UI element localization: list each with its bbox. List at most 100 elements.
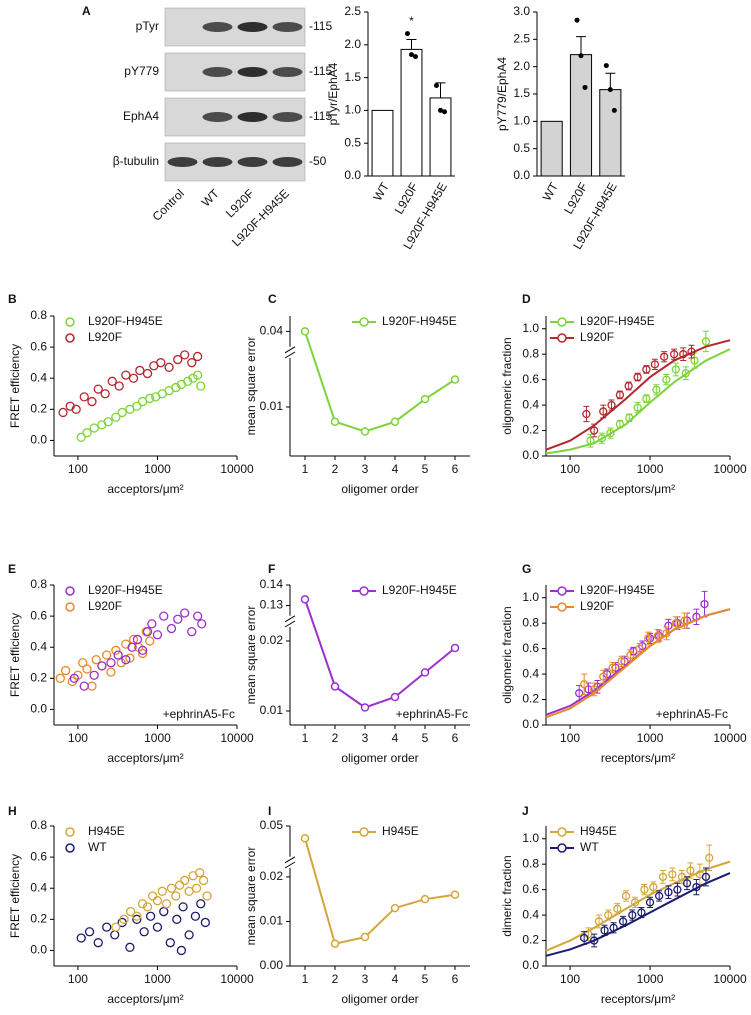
data-point: [174, 880, 185, 890]
data-point: [626, 650, 635, 660]
y-tick-label: 0.6: [522, 641, 539, 655]
blot-band: [202, 112, 233, 122]
x-tick-label: 1000: [144, 972, 171, 986]
x-axis-label: acceptors/μm²: [107, 751, 183, 765]
data-point: [687, 347, 696, 356]
y-tick-label: 0.13: [260, 598, 284, 612]
data-point: [190, 911, 201, 921]
blot-band: [237, 112, 268, 122]
error-bar: [654, 629, 661, 643]
data-point: [653, 631, 662, 641]
legend-label: WT: [580, 840, 599, 854]
data-point: [125, 942, 135, 952]
data-point: [145, 393, 155, 404]
data-point: [580, 933, 589, 943]
error-bar: [702, 867, 709, 887]
panel-label: G: [522, 562, 531, 576]
y-tick-label: 0.4: [522, 907, 539, 921]
y-tick-label: 1.0: [344, 103, 361, 117]
data-point: [188, 373, 198, 383]
y-tick-label: 0.01: [260, 399, 284, 413]
x-axis-label: oligomer order: [341, 751, 418, 765]
y-axis-label: FRET efficiency: [8, 344, 22, 428]
blot-band: [167, 157, 198, 167]
x-tick-label: 4: [392, 731, 399, 745]
data-point: [611, 107, 617, 113]
data-point: [635, 644, 644, 653]
data-point: [625, 413, 634, 422]
data-point: [642, 365, 651, 374]
data-point: [87, 396, 97, 407]
data-point: [618, 917, 628, 926]
data-point: [645, 898, 655, 907]
x-tick-label: WT: [540, 180, 562, 204]
data-point: [106, 658, 116, 668]
data-point: [580, 680, 589, 689]
blot-row-label: pTyr: [136, 19, 159, 33]
data-point: [633, 403, 642, 412]
x-tick-label: 6: [452, 972, 459, 986]
y-axis-label: mean square error: [244, 337, 258, 436]
y-tick-label: 0.4: [30, 880, 47, 894]
x-tick-label: 1000: [637, 972, 664, 986]
blot-band: [272, 22, 303, 32]
x-tick-label: 1: [302, 462, 309, 476]
data-point: [575, 689, 584, 698]
data-point: [87, 681, 97, 691]
error-bar: [587, 433, 594, 448]
data-point: [300, 327, 310, 336]
y-tick-label: 0.0: [522, 717, 539, 731]
panel-label: D: [522, 292, 531, 306]
x-tick-label: L920F: [561, 180, 590, 216]
legend-marker: [65, 333, 75, 343]
error-bar: [687, 862, 694, 879]
data-point: [132, 911, 142, 921]
data-point: [172, 914, 182, 924]
data-point: [330, 417, 340, 426]
data-point: [409, 52, 414, 58]
data-point: [178, 902, 188, 912]
data-point: [640, 885, 649, 894]
data-point: [609, 923, 618, 932]
y-tick-label: 0.2: [522, 933, 539, 947]
data-point: [132, 914, 142, 924]
y-tick-label: 0.2: [522, 423, 539, 437]
data-point: [196, 899, 206, 909]
data-point: [669, 350, 679, 359]
data-point: [690, 356, 699, 365]
data-point: [198, 875, 209, 886]
data-point: [132, 401, 142, 411]
data-point: [649, 882, 658, 892]
error-bar: [591, 933, 598, 948]
axis-break: [284, 351, 296, 359]
data-point: [692, 882, 701, 892]
data-point: [89, 670, 99, 680]
y-tick-label: 0.2: [522, 692, 539, 706]
data-point: [606, 428, 615, 438]
data-point: [664, 621, 673, 630]
x-tick-label: L920F: [392, 180, 421, 216]
error-bar: [605, 72, 616, 90]
error-bar: [600, 669, 607, 684]
error-bar: [672, 616, 679, 631]
y-tick-label: 0.0: [344, 168, 361, 182]
y-tick-label: 0.01: [260, 914, 284, 928]
y-tick-label: 0.04: [260, 324, 284, 338]
data-point: [142, 627, 153, 637]
blot-size-label: -115: [309, 109, 332, 123]
data-point: [589, 936, 599, 945]
x-tick-label: 6: [452, 462, 459, 476]
data-point: [91, 655, 101, 665]
fit-curve: [545, 608, 731, 716]
data-point: [137, 899, 148, 909]
data-point: [183, 376, 193, 386]
data-point: [180, 350, 190, 360]
error-bar: [663, 626, 670, 641]
x-tick-label: 100: [68, 462, 88, 476]
x-tick-label: 2: [332, 462, 339, 476]
bar: [599, 89, 622, 177]
data-point: [97, 661, 107, 671]
data-point: [390, 692, 400, 702]
blot-band: [237, 67, 268, 77]
annotation: *: [409, 14, 414, 28]
